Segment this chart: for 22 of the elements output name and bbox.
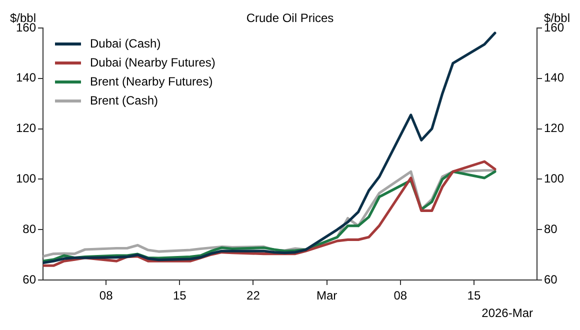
x-tick-label: 15 bbox=[467, 288, 481, 303]
x-tick-label: Mar bbox=[316, 288, 338, 303]
legend-label: Dubai (Cash) bbox=[90, 36, 161, 50]
y-tick-label: 80 bbox=[22, 222, 36, 236]
y2-tick-label: 140 bbox=[544, 70, 564, 85]
y-tick-label: 120 bbox=[16, 121, 36, 136]
x-axis-title: 2026-Mar bbox=[482, 306, 533, 320]
legend-label: Dubai (Nearby Futures) bbox=[90, 55, 216, 70]
x-tick-label: 22 bbox=[246, 288, 260, 303]
y-tick-label: 100 bbox=[16, 172, 36, 186]
legend-label: Brent (Cash) bbox=[90, 93, 158, 108]
y2-tick-label: 100 bbox=[544, 172, 564, 186]
y2-tick-label: 120 bbox=[544, 121, 564, 136]
y2-tick-label: 80 bbox=[544, 222, 558, 236]
x-tick-label: 08 bbox=[394, 288, 408, 303]
x-tick-label: 08 bbox=[99, 288, 114, 303]
y-tick-label: 140 bbox=[16, 70, 36, 85]
x-tick-label: 15 bbox=[172, 288, 187, 303]
y2-tick-label: 60 bbox=[544, 272, 558, 286]
chart-title: Crude Oil Prices bbox=[246, 11, 334, 25]
legend-label: Brent (Nearby Futures) bbox=[90, 74, 213, 88]
y-tick-label: 60 bbox=[22, 272, 36, 286]
